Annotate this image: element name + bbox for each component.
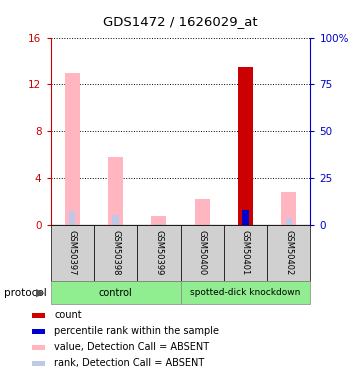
Bar [65, 73, 80, 225]
Bar [32, 345, 45, 350]
Text: value, Detection Call = ABSENT: value, Detection Call = ABSENT [54, 342, 209, 352]
Bar [32, 313, 45, 318]
Bar [137, 225, 180, 281]
Bar [242, 210, 249, 225]
Text: count: count [54, 310, 82, 321]
Bar [286, 218, 292, 225]
Bar [69, 211, 75, 225]
Text: control: control [99, 288, 132, 297]
Text: GSM50399: GSM50399 [155, 230, 163, 276]
Bar [32, 361, 45, 366]
Bar [51, 225, 94, 281]
Bar [180, 225, 224, 281]
Text: GDS1472 / 1626029_at: GDS1472 / 1626029_at [103, 15, 258, 28]
Bar [108, 157, 123, 225]
Bar [32, 329, 45, 334]
Text: ▶: ▶ [36, 288, 45, 297]
Text: GSM50402: GSM50402 [284, 231, 293, 276]
Text: GSM50397: GSM50397 [68, 230, 77, 276]
Bar [94, 225, 137, 281]
Bar [224, 225, 267, 281]
Text: protocol: protocol [4, 288, 46, 297]
Text: GSM50400: GSM50400 [198, 231, 206, 276]
Bar [180, 281, 310, 304]
Bar [156, 224, 162, 225]
Bar [51, 281, 180, 304]
Text: percentile rank within the sample: percentile rank within the sample [54, 326, 219, 336]
Text: GSM50398: GSM50398 [111, 230, 120, 276]
Bar [195, 199, 210, 225]
Bar [281, 192, 296, 225]
Bar [112, 215, 119, 225]
Bar [238, 67, 253, 225]
Bar [267, 225, 310, 281]
Text: GSM50401: GSM50401 [241, 231, 250, 276]
Text: spotted-dick knockdown: spotted-dick knockdown [190, 288, 301, 297]
Bar [151, 216, 166, 225]
Text: rank, Detection Call = ABSENT: rank, Detection Call = ABSENT [54, 358, 204, 368]
